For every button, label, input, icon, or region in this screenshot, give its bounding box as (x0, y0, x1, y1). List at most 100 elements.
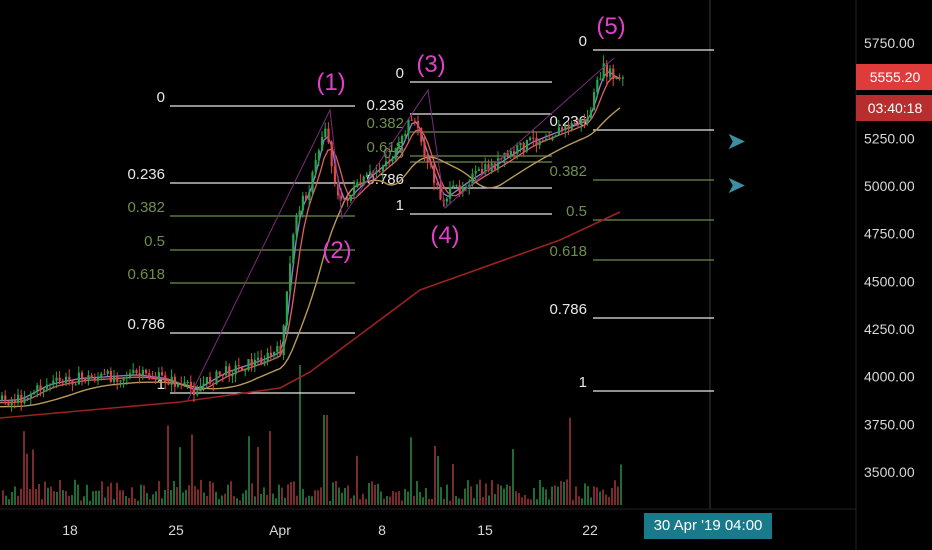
volume-bar (290, 481, 292, 505)
candle-body (420, 128, 423, 143)
candle-body (84, 377, 87, 382)
fib-level-label: 0.5 (566, 203, 587, 220)
volume-bar (56, 491, 58, 505)
volume-bar (566, 479, 568, 505)
volume-bar (218, 499, 220, 505)
candle-body (183, 382, 186, 385)
volume-bar (482, 497, 484, 505)
candle-body (129, 373, 132, 378)
volume-bar (590, 497, 592, 505)
time-tick-label: 15 (477, 522, 493, 538)
volume-bar (14, 486, 16, 505)
candle-body (93, 377, 96, 381)
candle-body (391, 159, 394, 162)
volume-bar (131, 487, 133, 505)
volume-bar (122, 490, 124, 505)
volume-bar (563, 481, 565, 505)
volume-bar (254, 496, 256, 505)
candle-body (554, 135, 557, 138)
volume-bar (266, 494, 268, 505)
candle-body (311, 172, 314, 193)
candle-body (317, 150, 320, 160)
candle-body (493, 163, 496, 170)
candle-body (564, 125, 567, 131)
volume-bar (242, 493, 244, 505)
price-badge-bg (856, 64, 932, 90)
candle-body (513, 151, 516, 154)
volume-bar (233, 496, 235, 505)
left-arrow-icon[interactable]: ➤ (726, 172, 747, 199)
volume-bar (314, 490, 316, 505)
volume-bar (215, 491, 217, 505)
wave-label: (2) (322, 237, 351, 264)
candle-body (394, 148, 397, 160)
volume-bar (452, 463, 454, 505)
volume-bar (146, 493, 148, 505)
price-tick-label: 3500.00 (864, 464, 915, 480)
left-arrow-icon[interactable]: ➤ (726, 128, 747, 155)
volume-bar (581, 498, 583, 505)
volume-bar (239, 500, 241, 505)
volume-bar (509, 485, 511, 505)
volume-bar (458, 498, 460, 505)
volume-bar (248, 436, 250, 505)
volume-bar (374, 484, 376, 505)
candle-body (36, 385, 39, 393)
candle-body (106, 370, 109, 374)
volume-bar (389, 496, 391, 505)
volume-bar (476, 484, 478, 505)
volume-bar (41, 499, 43, 505)
countdown-timer: 03:40:18 (867, 100, 923, 116)
volume-bar (17, 495, 19, 505)
candle-body (452, 185, 455, 188)
candle-body (308, 192, 311, 201)
fib-level-label: 0.786 (127, 316, 165, 333)
volume-bar (293, 481, 295, 505)
volume-bar (545, 489, 547, 505)
candle-body (497, 158, 500, 170)
candle-body (257, 357, 260, 360)
volume-bar (413, 495, 415, 505)
volume-bar (428, 498, 430, 505)
candle-body (305, 195, 308, 201)
volume-bar (500, 485, 502, 505)
volume-bar (461, 498, 463, 505)
candle-body (385, 161, 388, 167)
volume-bar (92, 491, 94, 505)
volume-bar (173, 480, 175, 505)
candle-body (196, 391, 199, 395)
volume-bar (164, 490, 166, 505)
candle-body (39, 385, 42, 391)
candle-body (77, 372, 80, 385)
volume-bar (470, 486, 472, 505)
candle-body (209, 377, 212, 384)
candle-body (538, 140, 541, 146)
volume-bar (83, 496, 85, 505)
candle-body (45, 384, 48, 389)
volume-bar (32, 449, 34, 505)
volume-bar (74, 479, 76, 505)
candle-body (279, 346, 282, 356)
volume-bar (518, 493, 520, 505)
volume-bar (197, 489, 199, 505)
candle-body (545, 138, 548, 141)
volume-bar (527, 498, 529, 505)
candle-body (90, 375, 93, 378)
volume-bar (263, 487, 265, 505)
volume-bar (260, 493, 262, 505)
candle-body (231, 374, 234, 377)
volume-bar (359, 499, 361, 505)
candle-body (52, 380, 55, 385)
candle-body (260, 357, 263, 365)
candle-body (269, 352, 272, 356)
volume-bar (143, 485, 145, 505)
price-axis[interactable]: 5750.00 5250.00 5000.00 4750.00 4500.00 4250.… (855, 0, 932, 550)
candle-body (301, 195, 304, 211)
volume-bar (410, 437, 412, 505)
time-axis[interactable]: 18 25 Apr 8 15 22 (0, 508, 856, 538)
volume-bar (578, 496, 580, 505)
candle-body (173, 376, 176, 387)
volume-bar (548, 499, 550, 505)
volume-bar (110, 482, 112, 505)
